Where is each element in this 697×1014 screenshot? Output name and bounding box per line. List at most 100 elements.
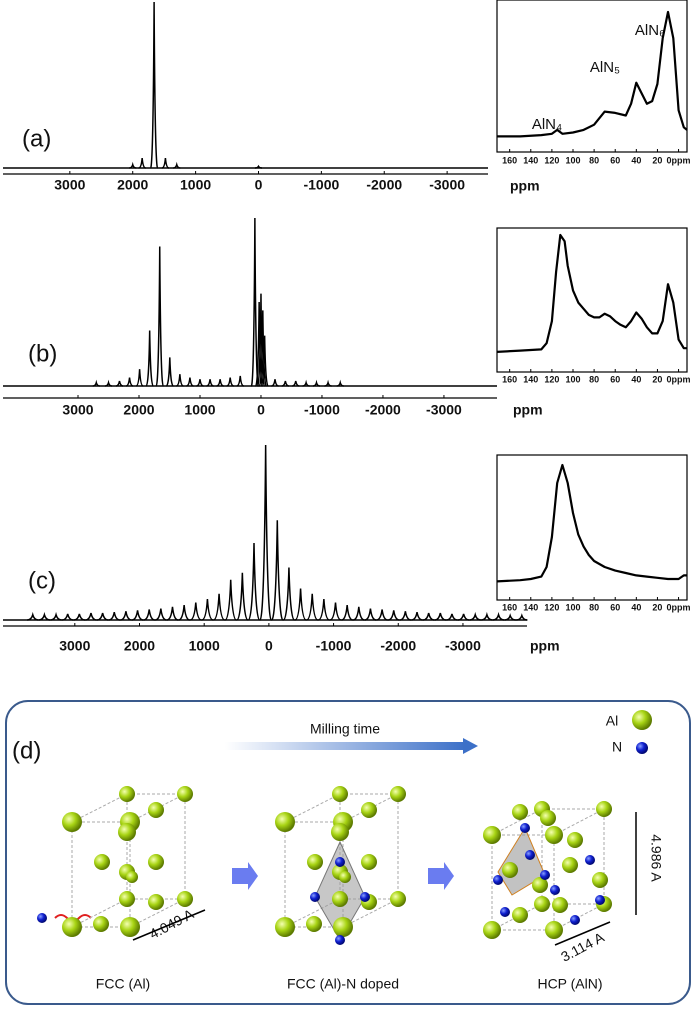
al-atom <box>331 823 349 841</box>
x-tick-label: 0 <box>257 402 265 418</box>
x-tick-label: 80 <box>589 602 599 612</box>
peak <box>155 246 165 387</box>
x-tick-label: -3000 <box>445 638 481 654</box>
n-atom <box>335 857 345 867</box>
peak <box>27 611 39 621</box>
x-tick-label: -1000 <box>316 638 352 654</box>
al-atom <box>483 826 501 844</box>
annotation: AlN₅ <box>590 59 620 76</box>
peak <box>104 379 113 387</box>
peak <box>213 593 225 621</box>
al-atom <box>532 877 548 893</box>
al-atom <box>483 921 501 939</box>
al-atom <box>177 786 193 802</box>
x-tick-label: 80 <box>589 374 599 384</box>
peak <box>281 380 289 387</box>
al-atom <box>361 802 377 818</box>
al-atom <box>94 854 110 870</box>
x-tick-label: 140 <box>523 155 538 165</box>
peak <box>224 579 237 621</box>
al-atom <box>512 804 528 820</box>
peak <box>329 602 342 621</box>
peak <box>434 612 446 621</box>
cell-edge <box>71 898 128 928</box>
al-atom <box>306 916 322 932</box>
peak <box>236 375 244 387</box>
peak <box>120 611 132 621</box>
arrow-label: Milling time <box>310 721 380 737</box>
al-atom <box>120 917 140 937</box>
structure-label: HCP (AlN) <box>537 976 602 992</box>
peak <box>469 611 481 621</box>
x-tick-label: 120 <box>544 155 559 165</box>
x-tick-label: -3000 <box>429 177 465 193</box>
x-tick-label: 120 <box>544 374 559 384</box>
al-atom <box>333 917 353 937</box>
al-atom <box>118 823 136 841</box>
panel-label: (b) <box>28 340 57 367</box>
peak <box>353 606 365 621</box>
n-atom <box>585 855 595 865</box>
step-arrow <box>232 862 258 890</box>
x-tick-label: 60 <box>610 374 620 384</box>
x-tick-label: 3000 <box>54 177 85 193</box>
peak <box>189 602 202 621</box>
peak <box>250 217 260 387</box>
x-axis-label: ppm <box>510 178 540 194</box>
al-atom <box>502 862 518 878</box>
peak <box>166 606 179 621</box>
peak <box>201 598 214 621</box>
al-atom <box>545 921 563 939</box>
x-tick-label: 1000 <box>189 638 220 654</box>
peak <box>388 610 400 621</box>
al-atom <box>148 894 164 910</box>
plot-frame <box>496 454 688 601</box>
panel-label: (d) <box>12 737 41 764</box>
annotation: AlN₆ <box>635 22 665 39</box>
x-tick-label: 0 <box>265 638 273 654</box>
peak <box>73 613 85 621</box>
x-tick-label: 160 <box>502 155 517 165</box>
x-tick-label: 160 <box>502 602 517 612</box>
peak <box>516 613 528 621</box>
step-arrow <box>428 862 454 890</box>
al-atom <box>177 891 193 907</box>
peak <box>260 335 269 387</box>
peak <box>364 608 377 621</box>
n-atom <box>310 892 320 902</box>
x-tick-label: 2000 <box>117 177 148 193</box>
peak <box>446 613 458 621</box>
x-tick-label: 60 <box>610 602 620 612</box>
al-atom <box>552 897 568 913</box>
x-tick-label: 40 <box>631 374 641 384</box>
n-atom <box>37 913 47 923</box>
x-axis-label: ppm <box>530 638 560 654</box>
x-tick-label: 160 <box>502 374 517 384</box>
al-atom <box>390 786 406 802</box>
dimension-arrows <box>132 812 637 946</box>
x-tick-label: 0ppm <box>667 374 691 384</box>
al-atom <box>62 917 82 937</box>
peak <box>336 379 344 387</box>
x-tick-label: -3000 <box>426 402 462 418</box>
peak <box>96 612 109 621</box>
annotation: AlN₄ <box>532 116 562 133</box>
al-atom <box>93 916 109 932</box>
spectrum-line <box>496 233 687 353</box>
n-atom <box>550 885 560 895</box>
x-tick-label: -1000 <box>304 402 340 418</box>
peak <box>457 613 470 621</box>
al-atom <box>148 854 164 870</box>
legend-label: N <box>612 739 622 755</box>
peak <box>178 605 190 621</box>
peak <box>108 611 120 621</box>
al-atom <box>339 871 351 883</box>
spectrum-line <box>496 463 687 583</box>
peak <box>196 379 204 387</box>
x-tick-label: 100 <box>565 374 580 384</box>
structure-label: FCC (Al)-N doped <box>287 976 399 992</box>
x-tick-label: 20 <box>652 602 662 612</box>
x-tick-label: 60 <box>610 155 620 165</box>
al-atom <box>332 891 348 907</box>
panel-frame <box>5 700 691 1005</box>
